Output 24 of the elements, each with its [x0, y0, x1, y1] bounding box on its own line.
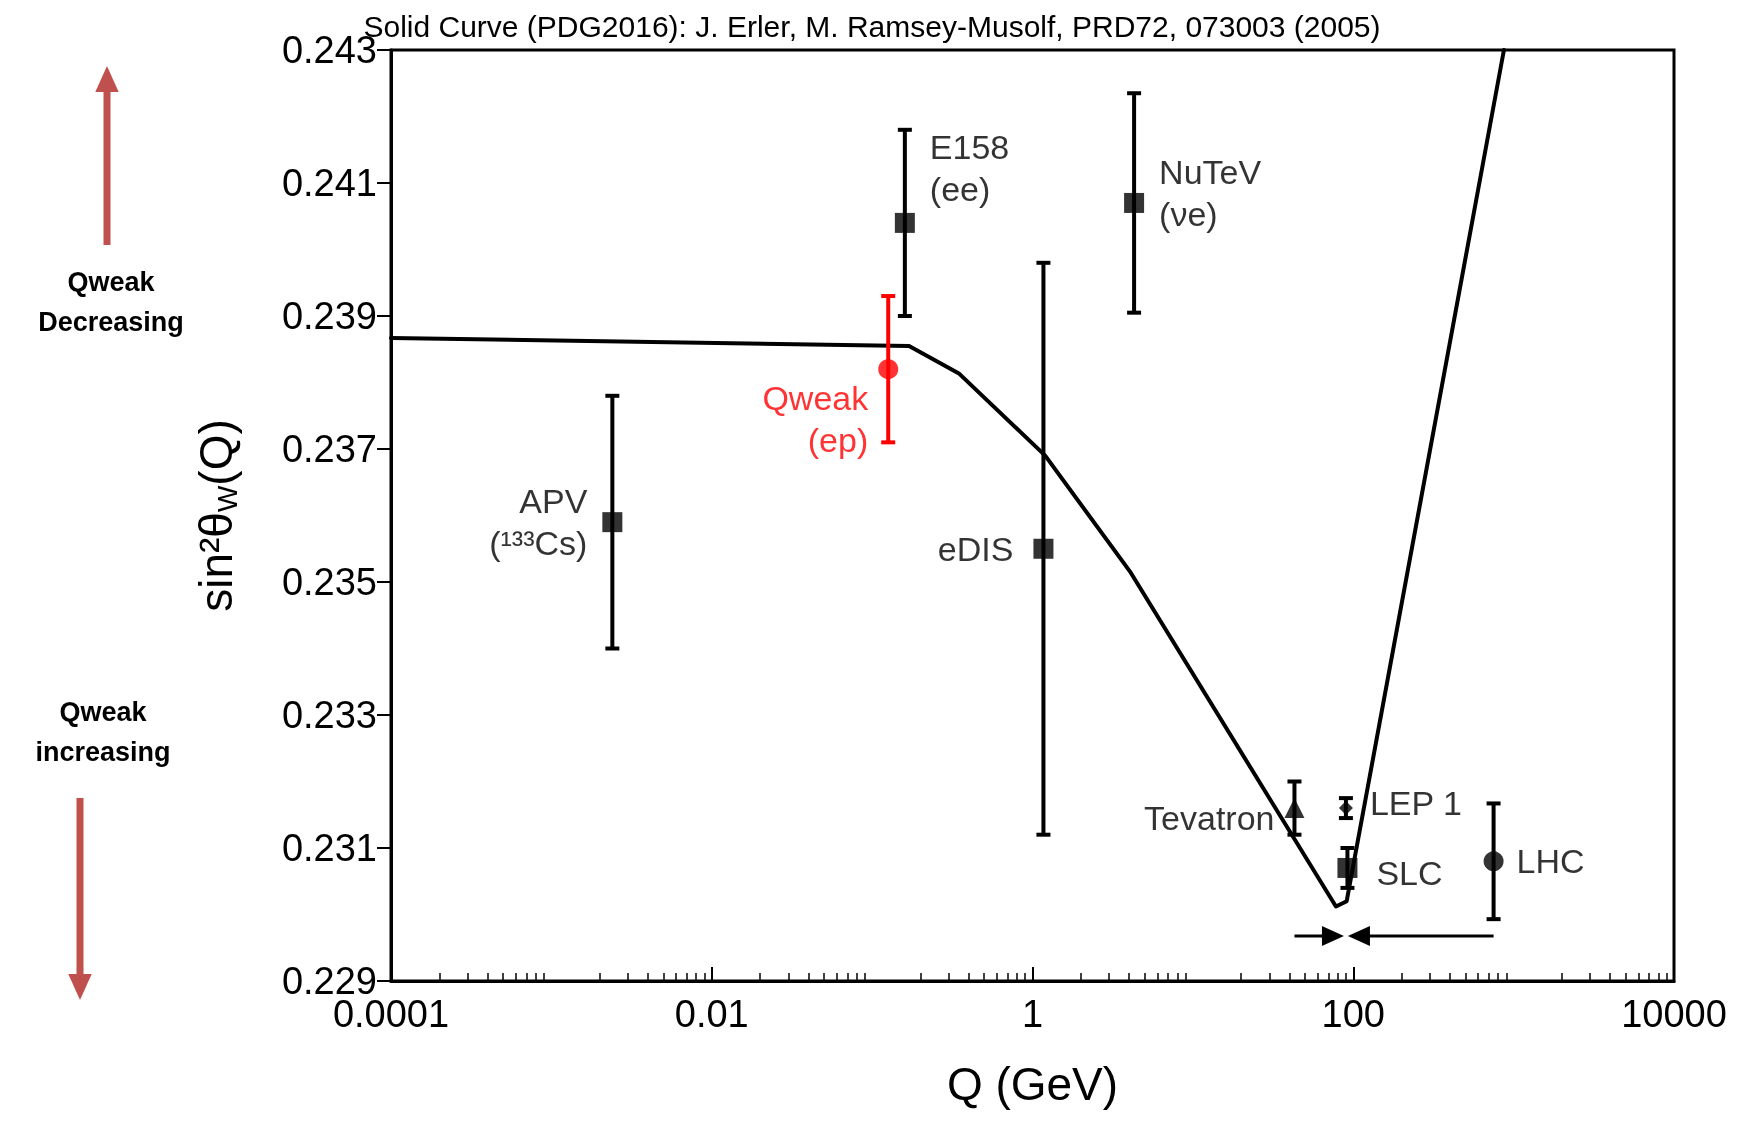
series-label: eDIS [937, 529, 1014, 568]
x-tick-label: 0.0001 [332, 993, 450, 1035]
text: Qweak increasing [35, 696, 171, 769]
series-label: LEP 1 [1369, 784, 1462, 823]
y-tick-label: 0.235 [281, 561, 377, 603]
x-axis-title: Q (GeV) [946, 1058, 1119, 1110]
x-tick-label: 100 [1321, 993, 1385, 1035]
y-axis-title: sin²θW(Q) [190, 419, 243, 612]
series-label: NuTeV (νe) [1159, 152, 1262, 233]
x-tick-label: 0.01 [674, 993, 749, 1035]
x-tick-label: 10000 [1621, 993, 1727, 1035]
series-label: APV (¹³³Cs) [489, 482, 588, 563]
y-tick-label: 0.239 [281, 295, 377, 337]
y-tick-label: 0.233 [281, 694, 377, 736]
series-label: E158 (ee) [929, 127, 1010, 208]
series-label: SLC [1376, 853, 1443, 892]
series-label: LHC [1516, 842, 1585, 881]
x-tick-label: 1 [1021, 993, 1044, 1035]
series-label: Qweak (ep) [762, 379, 870, 460]
y-tick-label: 0.231 [281, 827, 377, 869]
text: Qweak Decreasing [38, 266, 184, 339]
y-tick-label: 0.241 [281, 162, 377, 204]
y-tick-label: 0.237 [281, 428, 377, 470]
series-label: Tevatron [1144, 799, 1275, 838]
